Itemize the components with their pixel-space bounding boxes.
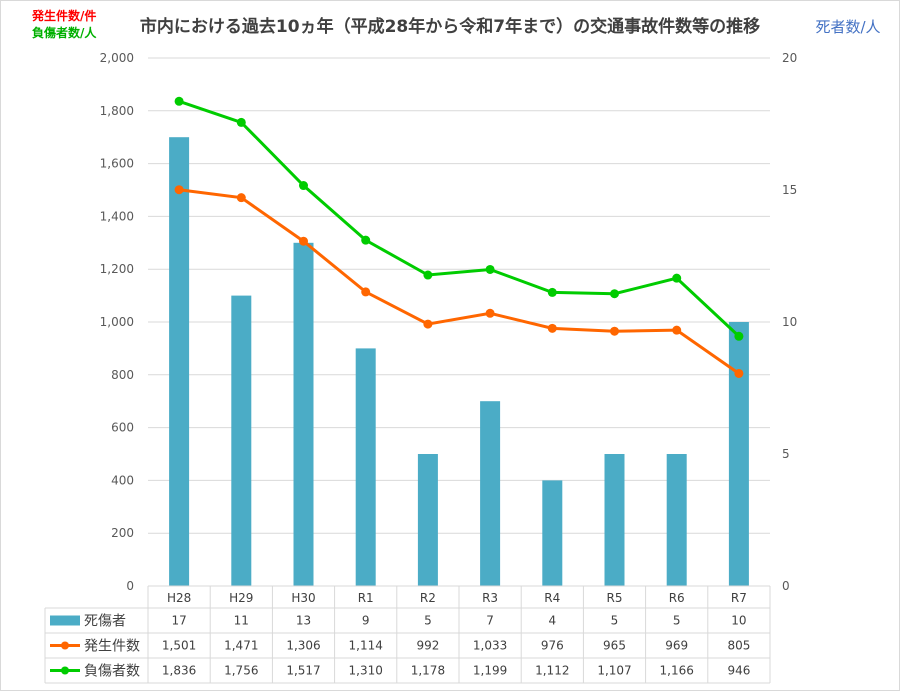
table-cell: 17 [171,614,186,628]
line-発生件数 [178,188,740,375]
x-tick-label: H29 [229,591,253,605]
x-tick-label: R4 [544,591,560,605]
table-cell: 1,114 [349,639,383,653]
y-right-tick-label: 15 [782,183,797,197]
point-発生件数-H30 [299,236,308,246]
table-cell: 5 [673,614,681,628]
x-tick-label: H28 [167,591,191,605]
y-right-tick-label: 10 [782,315,797,329]
table-cell: 1,178 [411,664,445,678]
x-tick-label: R1 [358,591,374,605]
y-left-tick-label: 400 [111,473,134,487]
y-left-tick-label: 0 [126,579,134,593]
legend-label: 負傷者数 [84,664,140,680]
point-発生件数-H28 [174,185,184,195]
table-cell: 1,310 [349,664,383,678]
table-cell: 11 [234,614,249,628]
legend-key-死傷者 [50,615,80,626]
bar-R5 [604,454,625,586]
y-left-tick-label: 1,400 [100,209,134,223]
legend-label: 死傷者 [84,614,126,630]
point-発生件数-R5 [610,326,619,336]
table-cell: 1,199 [473,664,507,678]
table-cell: 946 [727,664,750,678]
table-cell: 4 [548,614,556,628]
line-負傷者数 [178,99,740,338]
y-left-tick-label: 200 [111,526,134,540]
left-axis-label-injured: 負傷者数/人 [32,25,97,40]
point-負傷者数-H28 [174,96,184,106]
bar-R1 [355,348,376,586]
legend-label: 発生件数 [84,639,140,655]
point-発生件数-R3 [485,308,495,318]
y-right-tick-label: 5 [782,447,790,461]
point-発生件数-R7 [734,368,744,378]
x-tick-label: H30 [291,591,315,605]
y-left-tick-label: 1,000 [100,315,134,329]
table-cell: 10 [731,614,746,628]
table-cell: 5 [611,614,619,628]
point-負傷者数-H29 [236,117,246,127]
table-cell: 1,306 [286,639,320,653]
x-tick-label: R5 [607,591,623,605]
point-発生件数-R1 [361,287,371,297]
bar-R4 [542,480,563,586]
y-left-tick-label: 1,800 [100,104,134,118]
point-負傷者数-R2 [423,270,433,280]
bar-R3 [480,401,501,586]
legend-key-marker [61,641,69,650]
right-axis-label: 死者数/人 [815,18,880,36]
legend-key-marker [61,666,69,675]
point-負傷者数-R7 [734,331,744,341]
table-cell: 969 [665,639,688,653]
point-負傷者数-R1 [361,235,371,245]
table-cell: 1,107 [597,664,631,678]
y-left-tick-label: 2,000 [100,51,134,65]
left-axis-label-incidents: 発生件数/件 [31,8,96,23]
bar-H28 [169,137,190,586]
point-発生件数-H29 [236,193,246,203]
chart-title: 市内における過去10ヵ年（平成28年から令和7年まで）の交通事故件数等の推移 [140,16,760,37]
x-tick-label: R7 [731,591,747,605]
table-cell: 1,836 [162,664,196,678]
point-負傷者数-R5 [610,289,619,299]
table-cell: 1,471 [224,639,258,653]
y-right-tick-label: 20 [782,51,797,65]
y-right-tick-label: 0 [782,579,790,593]
bar-R7 [728,322,749,586]
table-cell: 1,166 [660,664,694,678]
point-負傷者数-R3 [485,264,495,274]
table-cell: 1,033 [473,639,507,653]
table-cell: 992 [416,639,439,653]
table-cell: 965 [603,639,626,653]
point-負傷者数-H30 [299,181,308,191]
table-cell: 13 [296,614,311,628]
point-負傷者数-R4 [547,287,557,297]
bar-H30 [293,242,314,587]
point-発生件数-R6 [672,325,682,335]
point-発生件数-R2 [423,319,433,329]
point-発生件数-R4 [547,323,557,333]
y-left-tick-label: 1,600 [100,157,134,171]
bar-H29 [231,295,252,586]
y-left-tick-label: 1,200 [100,262,134,276]
y-left-tick-label: 800 [111,368,134,382]
x-tick-label: R3 [482,591,498,605]
x-tick-label: R6 [669,591,685,605]
table-cell: 1,112 [535,664,569,678]
table-cell: 805 [727,639,750,653]
bar-R2 [417,454,438,586]
table-cell: 1,517 [286,664,320,678]
bar-R6 [666,454,687,586]
table-cell: 7 [486,614,494,628]
table-cell: 1,756 [224,664,258,678]
point-負傷者数-R6 [672,273,682,283]
table-cell: 976 [541,639,564,653]
y-left-tick-label: 600 [111,421,134,435]
table-cell: 9 [362,614,370,628]
x-tick-label: R2 [420,591,436,605]
table-cell: 1,501 [162,639,196,653]
table-cell: 5 [424,614,432,628]
